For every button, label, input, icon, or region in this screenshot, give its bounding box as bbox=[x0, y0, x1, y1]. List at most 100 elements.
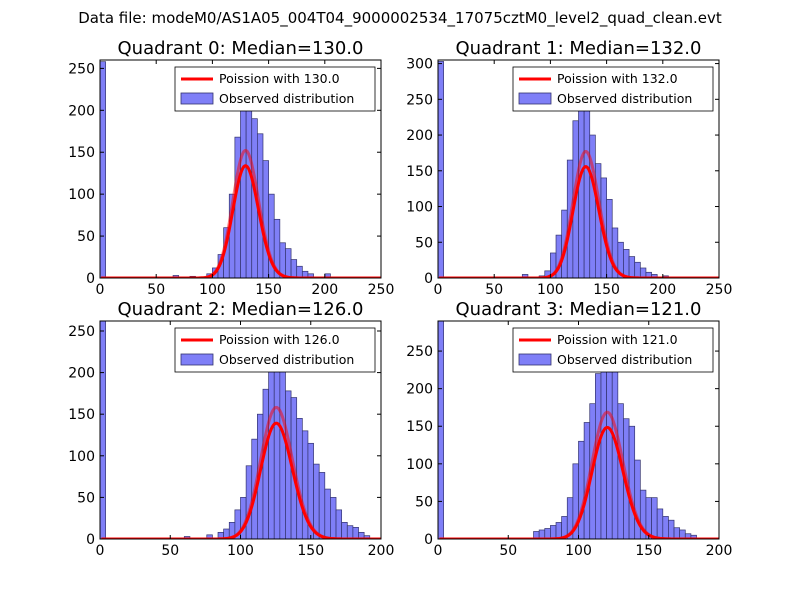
subplot-quadrant-2: 0 50 100 150 200 0 50 100 150 200 250 Quadrant 2: M… bbox=[68, 299, 394, 559]
x-tick-label: 150 bbox=[593, 282, 620, 298]
x-tick-label: 100 bbox=[565, 543, 592, 559]
y-tick-label: 250 bbox=[406, 92, 433, 108]
x-tick-label: 0 bbox=[434, 282, 443, 298]
subplot-quadrant-1: 0 50 100 150 200 250 0 50 100 150 200 250 300 Quadran… bbox=[406, 38, 732, 298]
histogram-bar bbox=[341, 522, 348, 539]
legend-bar-swatch bbox=[180, 92, 214, 105]
x-tick-label: 250 bbox=[706, 282, 733, 298]
axes-frame bbox=[437, 59, 720, 279]
legend-line-label: Poission with 126.0 bbox=[219, 332, 340, 347]
histogram-bar bbox=[662, 516, 669, 539]
y-tick-label: 200 bbox=[406, 382, 433, 398]
legend-line-label: Poission with 132.0 bbox=[557, 71, 678, 86]
histogram-bar bbox=[651, 497, 658, 539]
y-tick-label: 100 bbox=[68, 449, 95, 465]
histogram-bar bbox=[330, 497, 337, 539]
histogram-bar bbox=[279, 368, 286, 539]
y-tick-label: 150 bbox=[406, 419, 433, 435]
legend: Poission with 121.0 Observed distribution bbox=[512, 327, 714, 373]
x-tick-label: 0 bbox=[434, 543, 443, 559]
histogram-bar bbox=[313, 463, 320, 539]
x-tick-label: 200 bbox=[311, 282, 338, 298]
histogram-bar bbox=[634, 261, 641, 278]
subplot-quadrant-0: 0 50 100 150 200 250 0 50 100 150 200 250 Quadrant 0… bbox=[68, 38, 394, 298]
histogram-bar bbox=[611, 369, 619, 539]
histogram-bar bbox=[628, 425, 636, 539]
histogram-bar bbox=[296, 265, 303, 278]
histogram-bar bbox=[318, 472, 326, 539]
histogram-bar bbox=[656, 508, 664, 539]
y-tick-label: 50 bbox=[77, 490, 95, 506]
histogram-bar bbox=[606, 344, 613, 539]
x-tick-label: 200 bbox=[368, 543, 395, 559]
subplot-title: Quadrant 0: Median=130.0 bbox=[118, 38, 364, 59]
subplot-quadrant-3: 0 50 100 150 200 0 50 100 150 200 250 Quadrant 3: M… bbox=[406, 299, 732, 559]
poisson-curve-solid bbox=[438, 165, 719, 278]
y-tick-label: 250 bbox=[68, 324, 95, 340]
histogram-bar bbox=[550, 525, 557, 539]
histogram-bar bbox=[578, 440, 585, 539]
histogram-bar bbox=[521, 274, 529, 278]
x-tick-label: 150 bbox=[635, 543, 662, 559]
x-tick-label: 200 bbox=[649, 282, 676, 298]
histogram-bar bbox=[438, 61, 444, 278]
y-tick-label: 0 bbox=[86, 271, 95, 287]
histogram-bar bbox=[273, 351, 281, 539]
histogram-bar bbox=[346, 525, 354, 539]
histogram-bar bbox=[262, 388, 269, 539]
legend-bar-label: Observed distribution bbox=[557, 352, 692, 367]
histogram-bar bbox=[623, 249, 630, 278]
histogram-bar bbox=[100, 321, 106, 539]
poisson-curve-solid bbox=[100, 164, 381, 278]
histogram-bar bbox=[628, 256, 636, 278]
y-tick-label: 300 bbox=[406, 57, 433, 73]
y-tick-label: 200 bbox=[406, 128, 433, 144]
x-tick-label: 150 bbox=[297, 543, 324, 559]
x-tick-label: 100 bbox=[537, 282, 564, 298]
histogram-bar bbox=[352, 527, 359, 539]
y-tick-label: 150 bbox=[68, 145, 95, 161]
x-tick-label: 200 bbox=[706, 543, 733, 559]
x-tick-label: 50 bbox=[485, 282, 503, 298]
y-tick-label: 50 bbox=[77, 229, 95, 245]
histogram-bar bbox=[335, 509, 343, 539]
histogram-bar bbox=[578, 103, 585, 278]
y-tick-label: 200 bbox=[68, 366, 95, 382]
histogram-bar bbox=[555, 522, 562, 539]
axes-frame bbox=[99, 59, 382, 279]
y-tick-label: 250 bbox=[68, 61, 95, 77]
y-tick-label: 250 bbox=[406, 344, 433, 360]
poisson-curve bbox=[100, 148, 381, 278]
y-tick-label: 0 bbox=[86, 532, 95, 548]
x-tick-label: 100 bbox=[199, 282, 226, 298]
poisson-curve bbox=[438, 150, 719, 278]
legend-bar-swatch bbox=[518, 92, 552, 105]
x-tick-label: 100 bbox=[227, 543, 254, 559]
histogram-bar bbox=[544, 528, 551, 539]
y-tick-label: 50 bbox=[415, 494, 433, 510]
y-tick-label: 150 bbox=[406, 164, 433, 180]
x-tick-label: 50 bbox=[161, 543, 179, 559]
histogram-bar bbox=[290, 259, 298, 278]
x-tick-label: 150 bbox=[255, 282, 282, 298]
y-tick-label: 150 bbox=[68, 407, 95, 423]
subplot-title: Quadrant 1: Median=132.0 bbox=[456, 38, 702, 59]
histogram-bar bbox=[690, 534, 697, 539]
y-tick-label: 0 bbox=[424, 532, 433, 548]
y-tick-label: 200 bbox=[68, 103, 95, 119]
histogram-bar bbox=[206, 534, 213, 539]
y-tick-label: 100 bbox=[406, 457, 433, 473]
histogram-bar bbox=[438, 321, 444, 539]
legend: Poission with 132.0 Observed distribution bbox=[512, 66, 714, 112]
y-tick-label: 100 bbox=[68, 187, 95, 203]
x-tick-label: 0 bbox=[96, 282, 105, 298]
histogram-bar bbox=[285, 248, 292, 278]
subplot-title: Quadrant 3: Median=121.0 bbox=[456, 299, 702, 320]
legend-bar-label: Observed distribution bbox=[219, 352, 354, 367]
x-tick-label: 50 bbox=[147, 282, 165, 298]
histogram-bar bbox=[100, 61, 106, 278]
legend: Poission with 130.0 Observed distribution bbox=[174, 66, 376, 112]
legend: Poission with 126.0 Observed distribution bbox=[174, 327, 376, 373]
legend-bar-label: Observed distribution bbox=[557, 91, 692, 106]
